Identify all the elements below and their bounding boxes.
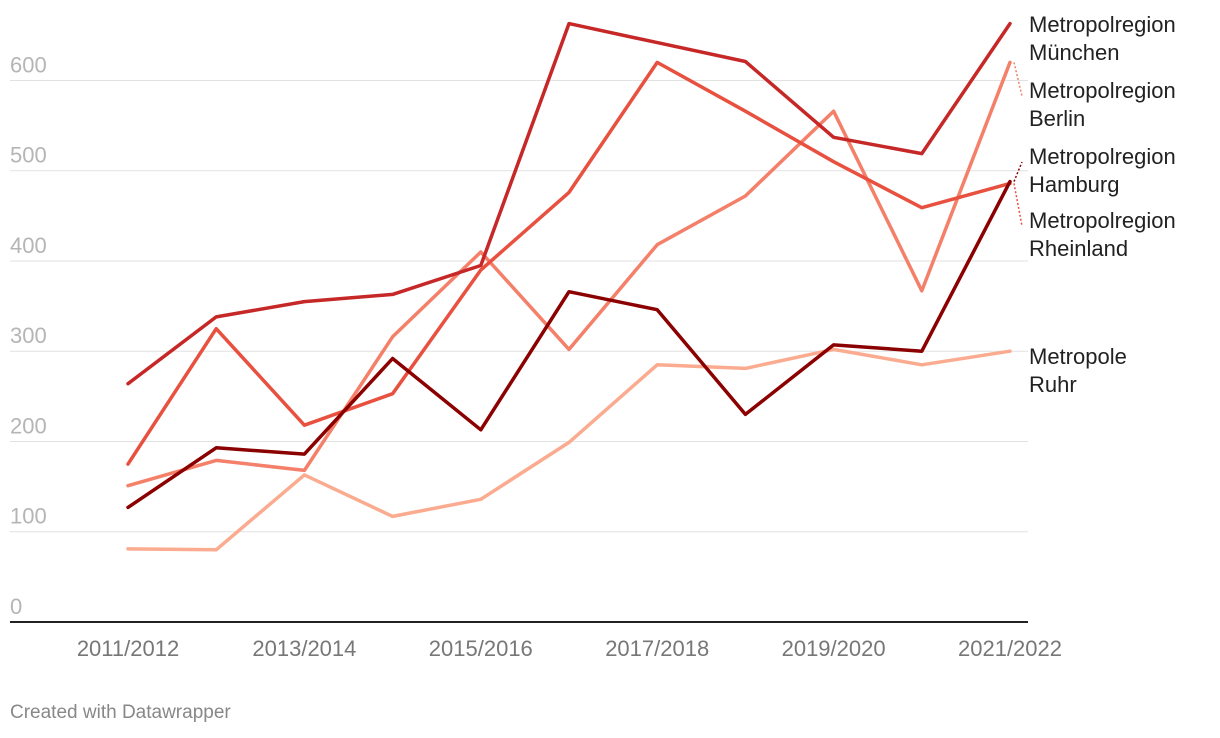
label-connector (1013, 183, 1023, 227)
y-tick-label: 200 (10, 413, 47, 438)
series-labels: Metropolregion München Metropolregion Berli… (1029, 12, 1176, 397)
series-label: Metropolregion (1029, 78, 1176, 103)
series-line-münchen (126, 21, 1012, 386)
x-tick-label: 2021/2022 (958, 636, 1062, 661)
x-tick-label: 2015/2016 (429, 636, 533, 661)
y-tick-label: 400 (10, 233, 47, 258)
series-label: Metropolregion (1029, 144, 1176, 169)
label-connectors (1013, 62, 1023, 227)
series-line-ruhr (126, 347, 1012, 552)
series-label: Metropolregion (1029, 12, 1176, 37)
y-tick-label: 600 (10, 52, 47, 77)
series-label: München (1029, 40, 1120, 65)
series-lines (126, 21, 1012, 552)
x-tick-label: 2017/2018 (605, 636, 709, 661)
y-axis-ticks: 0 100 200 300 400 500 600 (10, 52, 47, 619)
x-tick-label: 2019/2020 (782, 636, 886, 661)
x-axis-ticks: 2011/2012 2013/2014 2015/2016 2017/2018 2019… (77, 636, 1062, 661)
y-tick-label: 300 (10, 323, 47, 348)
label-connector (1013, 62, 1023, 97)
y-tick-label: 100 (10, 504, 47, 529)
series-label: Metropolregion (1029, 208, 1176, 233)
y-tick-label: 0 (10, 594, 22, 619)
series-label: Berlin (1029, 106, 1085, 131)
series-label: Metropole (1029, 344, 1127, 369)
series-line-hamburg (126, 179, 1012, 510)
series-label: Hamburg (1029, 172, 1119, 197)
label-connector (1013, 161, 1023, 182)
y-tick-label: 500 (10, 143, 47, 168)
footer-credit: Created with Datawrapper (10, 702, 231, 723)
x-tick-label: 2013/2014 (252, 636, 356, 661)
series-line-berlin (126, 60, 1012, 488)
gridlines (10, 79, 1028, 533)
x-tick-label: 2011/2012 (77, 636, 179, 661)
series-label: Rheinland (1029, 236, 1128, 261)
series-label: Ruhr (1029, 372, 1077, 397)
series-line-rheinland (126, 60, 1012, 466)
